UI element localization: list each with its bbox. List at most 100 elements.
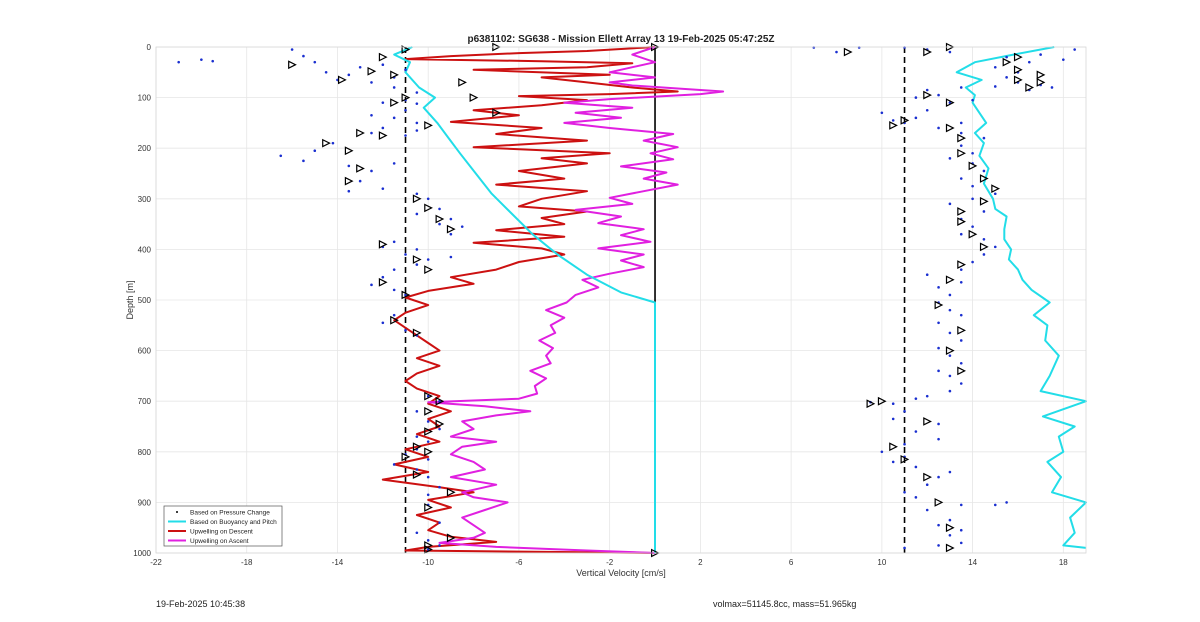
pressure-marker [923, 417, 932, 426]
pressure-change-point [415, 410, 419, 413]
pressure-change-point [1005, 501, 1008, 504]
x-tick-label: 10 [877, 558, 886, 567]
pressure-change-point [914, 397, 918, 400]
pressure-change-point [415, 531, 419, 535]
marker-layer [288, 42, 1046, 558]
pressure-change-point [415, 91, 419, 94]
legend-entry-label: Based on Pressure Change [190, 510, 270, 517]
pressure-change-point [937, 321, 940, 325]
pressure-change-point [404, 108, 407, 112]
pressure-marker [401, 45, 411, 54]
pressure-change-point [925, 273, 929, 277]
pressure-change-point [971, 151, 974, 155]
pressure-change-point [857, 46, 861, 49]
chart-title: p6381102: SG638 - Mission Ellett Array 1… [467, 34, 774, 45]
x-tick-label: -14 [332, 558, 344, 567]
pressure-marker [367, 66, 377, 76]
pressure-marker [979, 242, 989, 252]
pressure-change-point [959, 232, 963, 236]
pressure-change-point [971, 225, 974, 228]
pressure-marker [322, 138, 331, 148]
pressure-marker [923, 472, 932, 482]
x-tick-label: -6 [515, 558, 523, 567]
pressure-change-point [1073, 48, 1076, 51]
pressure-marker [446, 533, 456, 543]
pressure-change-point [449, 232, 453, 236]
pressure-marker [923, 90, 932, 100]
pressure-change-point [438, 485, 441, 489]
pressure-change-point [381, 275, 385, 279]
pressure-marker [900, 115, 910, 125]
pressure-change-point [903, 410, 906, 413]
pressure-change-point [426, 197, 430, 201]
pressure-marker [401, 452, 411, 462]
legend-box [163, 505, 283, 547]
x-tick-label: 6 [789, 558, 794, 567]
axes: -22 -18 -14 -10 -6 -2 2 6 10 14 180100200300400500… [133, 43, 1068, 567]
pressure-change-point [914, 496, 918, 499]
pressure-change-point [959, 131, 963, 135]
pressure-marker [390, 315, 399, 325]
pressure-change-point [358, 179, 362, 183]
pressure-marker [1002, 57, 1012, 67]
pressure-change-point [370, 114, 373, 117]
pressure-change-point [438, 399, 441, 403]
pressure-marker [378, 239, 388, 249]
pressure-marker [968, 229, 978, 239]
pressure-change-point [392, 86, 396, 89]
pressure-marker [979, 174, 989, 183]
pressure-marker [435, 214, 445, 224]
pressure-marker [378, 277, 388, 287]
pressure-change-point [426, 539, 430, 542]
pressure-change-point [449, 255, 453, 259]
pressure-change-point [415, 212, 419, 216]
pressure-change-point [959, 528, 963, 532]
pressure-change-point [971, 184, 974, 188]
pressure-change-point [460, 225, 464, 228]
pressure-change-point [200, 58, 203, 61]
pressure-change-point [347, 189, 351, 193]
pressure-change-point [392, 288, 396, 292]
pressure-marker [378, 52, 388, 62]
pressure-change-point [302, 54, 305, 58]
pressure-change-point [426, 394, 430, 398]
pressure-marker [424, 265, 433, 275]
pressure-change-point [971, 197, 974, 201]
pressure-change-point [404, 134, 407, 137]
pressure-change-point [313, 149, 317, 153]
pressure-marker [378, 131, 388, 140]
pressure-change-point [426, 475, 430, 479]
pressure-change-point [937, 523, 940, 527]
pressure-change-point [438, 222, 441, 226]
pressure-change-point [937, 93, 940, 97]
pressure-marker [945, 543, 955, 553]
legend-swatch-pressure-change [176, 511, 178, 513]
pressure-change-point [982, 253, 986, 256]
pressure-change-point [993, 65, 997, 69]
y-tick-label: 800 [138, 448, 152, 457]
legend-entry-label: Upwelling on Ascent [190, 538, 249, 545]
series-layer [381, 46, 1087, 554]
pressure-marker [957, 133, 966, 143]
pressure-change-point [891, 417, 895, 421]
pressure-marker [469, 93, 479, 102]
plot-area-border [155, 46, 1087, 554]
pressure-marker [424, 447, 433, 457]
pressure-change-point [903, 442, 906, 446]
pressure-marker [1036, 78, 1046, 87]
pressure-marker [390, 70, 399, 80]
pressure-change-point [313, 60, 317, 64]
pressure-change-point [415, 129, 419, 132]
pressure-change-point [415, 121, 419, 125]
pressure-change-point [392, 268, 396, 271]
pressure-marker [934, 300, 944, 310]
y-tick-label: 700 [138, 397, 152, 406]
pressure-marker [945, 275, 955, 285]
pressure-change-point [993, 192, 997, 196]
pressure-change-point [914, 116, 918, 120]
pressure-marker [1025, 83, 1035, 92]
pressure-change-point [982, 169, 986, 173]
pressure-change-point [948, 533, 952, 537]
pressure-change-point [415, 192, 419, 196]
pressure-change-point [381, 321, 385, 325]
